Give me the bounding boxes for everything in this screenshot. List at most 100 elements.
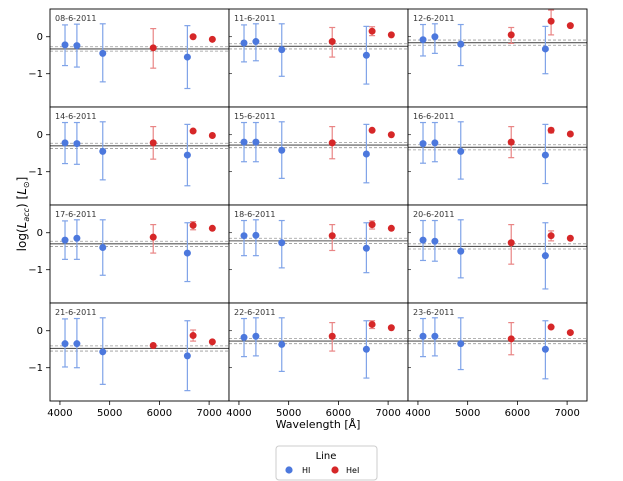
hi-point bbox=[252, 332, 260, 340]
panel-16-6-2011: 16-6-2011 bbox=[407, 106, 588, 206]
x-tick-label: 7000 bbox=[554, 408, 579, 419]
x-tick-label: 7000 bbox=[375, 408, 400, 419]
hei-point bbox=[547, 232, 555, 240]
x-tick-label: 4000 bbox=[47, 408, 72, 419]
hei-point bbox=[189, 221, 197, 229]
hi-point bbox=[183, 249, 191, 257]
hei-point bbox=[566, 22, 574, 30]
hei-point bbox=[208, 224, 216, 232]
hei-point bbox=[547, 323, 555, 331]
panel-frame bbox=[407, 302, 588, 402]
hei-point bbox=[368, 27, 376, 35]
hi-point bbox=[431, 332, 439, 340]
panel-23-6-2011: 23-6-2011 4000 5000 6000 7000 bbox=[405, 302, 588, 419]
hi-point bbox=[73, 140, 81, 148]
hei-point bbox=[368, 126, 376, 134]
panel-date-label: 12-6-2011 bbox=[413, 14, 454, 23]
legend-hei-marker bbox=[331, 466, 339, 474]
hei-point bbox=[328, 38, 336, 46]
y-tick-label: −1 bbox=[28, 363, 43, 374]
y-tick-label: 0 bbox=[37, 32, 43, 43]
panel-date-label: 18-6-2011 bbox=[234, 210, 275, 219]
hi-point bbox=[61, 340, 69, 348]
panel-background bbox=[408, 303, 587, 401]
hi-point bbox=[431, 237, 439, 245]
panel-date-label: 21-6-2011 bbox=[55, 308, 96, 317]
hi-point bbox=[240, 333, 248, 341]
legend-frame bbox=[275, 445, 378, 481]
hei-point bbox=[328, 232, 336, 240]
hei-point bbox=[368, 320, 376, 328]
x-tick-label: 7000 bbox=[196, 408, 221, 419]
panel-22-6-2011: 22-6-2011 4000 5000 6000 7000 bbox=[226, 302, 409, 419]
hi-point bbox=[61, 41, 69, 49]
panel-background bbox=[408, 205, 587, 303]
hi-point bbox=[541, 151, 549, 159]
hi-point bbox=[252, 231, 260, 239]
hi-point bbox=[240, 39, 248, 47]
hi-point bbox=[183, 352, 191, 360]
hei-point bbox=[547, 17, 555, 25]
hei-point bbox=[507, 31, 515, 39]
y-tick-label: 0 bbox=[37, 326, 43, 337]
panel-11-6-2011: 11-6-2011 bbox=[228, 8, 409, 108]
hei-point bbox=[149, 233, 157, 241]
hi-point bbox=[419, 332, 427, 340]
hi-point bbox=[73, 42, 81, 50]
y-tick-label: −1 bbox=[28, 69, 43, 80]
panel-background bbox=[50, 303, 229, 401]
hi-point bbox=[457, 340, 465, 348]
legend-hi-label: HI bbox=[302, 466, 310, 475]
legend-hi-marker bbox=[285, 466, 293, 474]
panel-17-6-2011: 17-6-2011 0 −1 bbox=[28, 204, 230, 304]
hei-point bbox=[149, 139, 157, 147]
panel-background bbox=[229, 9, 408, 107]
panel-date-label: 15-6-2011 bbox=[234, 112, 275, 121]
hi-point bbox=[99, 244, 107, 252]
y-tick-label: 0 bbox=[37, 228, 43, 239]
hei-point bbox=[208, 35, 216, 43]
panel-grid: 08-6-2011 0 −1 11-6-2011 12-6-2011 14-6-2011 0… bbox=[28, 8, 588, 419]
hi-point bbox=[61, 236, 69, 244]
hei-point bbox=[368, 221, 376, 229]
panel-background bbox=[229, 107, 408, 205]
hi-point bbox=[362, 51, 370, 59]
hi-point bbox=[252, 138, 260, 146]
panel-background bbox=[229, 303, 408, 401]
hei-point bbox=[566, 234, 574, 242]
hi-point bbox=[362, 345, 370, 353]
panel-12-6-2011: 12-6-2011 bbox=[407, 8, 588, 108]
panel-08-6-2011: 08-6-2011 0 −1 bbox=[28, 8, 230, 108]
panel-date-label: 08-6-2011 bbox=[55, 14, 96, 23]
hi-point bbox=[240, 232, 248, 240]
hei-point bbox=[189, 33, 197, 41]
hi-point bbox=[457, 40, 465, 48]
hei-point bbox=[149, 342, 157, 350]
hi-point bbox=[457, 247, 465, 255]
hi-point bbox=[99, 147, 107, 155]
hi-point bbox=[278, 239, 286, 247]
x-tick-label: 5000 bbox=[276, 408, 301, 419]
hei-point bbox=[387, 224, 395, 232]
legend-hei-label: HeI bbox=[346, 466, 359, 475]
hi-point bbox=[73, 340, 81, 348]
x-tick-label: 6000 bbox=[505, 408, 530, 419]
hi-point bbox=[362, 244, 370, 252]
hei-point bbox=[149, 44, 157, 52]
hi-point bbox=[99, 49, 107, 57]
panel-20-6-2011: 20-6-2011 bbox=[407, 204, 588, 304]
hei-point bbox=[189, 127, 197, 135]
panel-21-6-2011: 21-6-2011 0 −1 4000 5000 6000 7000 bbox=[28, 302, 230, 419]
hi-point bbox=[541, 345, 549, 353]
y-axis-label: log(Lacc) [L⊙] bbox=[15, 177, 31, 252]
panel-date-label: 11-6-2011 bbox=[234, 14, 275, 23]
panel-background bbox=[50, 107, 229, 205]
hi-point bbox=[183, 53, 191, 61]
hi-point bbox=[419, 140, 427, 148]
hi-point bbox=[183, 151, 191, 159]
panel-background bbox=[408, 107, 587, 205]
hi-point bbox=[362, 150, 370, 158]
y-tick-label: −1 bbox=[28, 265, 43, 276]
panel-background bbox=[408, 9, 587, 107]
